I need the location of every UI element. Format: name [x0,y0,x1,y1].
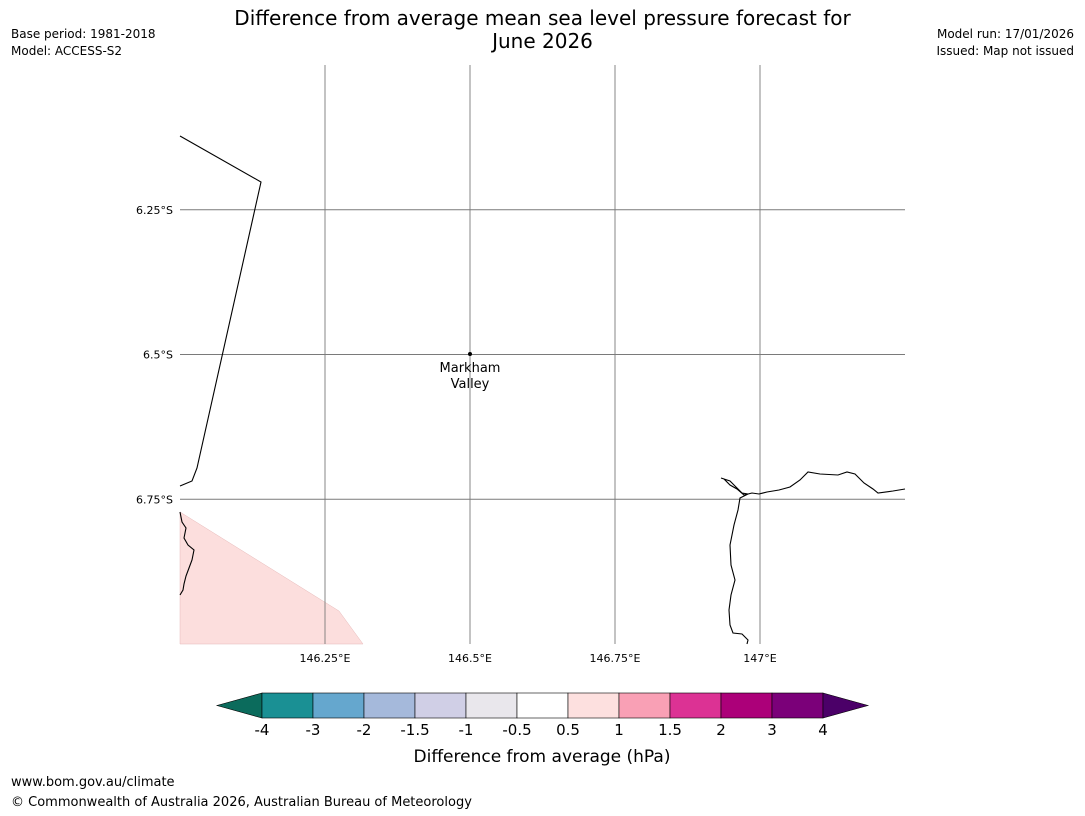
base-period: Base period: 1981-2018 [11,27,156,41]
colorbar-tick-label: -3 [306,721,321,739]
model-run: Model run: 17/01/2026 [936,27,1074,41]
colorbar-segment [618,692,671,719]
colorbar-segment [312,692,365,719]
colorbar-segment [465,692,518,719]
colorbar: -4 -3 -2 -1.5 -1 -0.5 0.5 1 1.5 2 3 4 Difference fr… [215,692,870,767]
colorbar-segment [567,692,620,719]
coastline-east [720,471,906,645]
coastline-southwest [179,511,195,596]
colorbar-tick-label: -0.5 [502,721,531,739]
graticule [180,65,905,644]
lon-tick-label: 146.75°E [590,652,641,665]
anomaly-region [179,511,364,645]
colorbar-under-arrow [215,692,263,719]
base-info: Base period: 1981-2018 Model: ACCESS-S2 [11,26,156,60]
lon-tick-label: 146.25°E [300,652,351,665]
model-name: Model: ACCESS-S2 [11,44,123,58]
run-info: Model run: 17/01/2026 Issued: Map not is… [936,26,1074,60]
colorbar-segments [261,692,824,719]
colorbar-tick-label: -2 [357,721,372,739]
title-line-2: June 2026 [492,29,593,53]
colorbar-segment [720,692,773,719]
colorbar-over-arrow [822,692,870,719]
colorbar-tick-label: 3 [767,721,777,739]
colorbar-tick-label: 0.5 [556,721,580,739]
colorbar-tick-label: 4 [818,721,828,739]
colorbar-tick-label: -1 [459,721,474,739]
colorbar-tick-label: -4 [255,721,270,739]
colorbar-segment [516,692,569,719]
colorbar-tick-label: 2 [716,721,726,739]
latitude-labels: 6.25°S 6.5°S 6.75°S [136,204,173,507]
map-area: Markham Valley 146.25°E 146.5°E 146.75°E 14… [136,65,906,665]
colorbar-tick-label: -1.5 [400,721,429,739]
lat-tick-label: 6.5°S [143,349,173,362]
lon-tick-label: 147°E [743,652,776,665]
colorbar-segment [669,692,722,719]
colorbar-tick-labels: -4 -3 -2 -1.5 -1 -0.5 0.5 1 1.5 2 3 4 [255,721,828,739]
place-marker-markham-valley [468,352,472,356]
issued-status: Issued: Map not issued [936,44,1074,58]
footer-copyright: © Commonwealth of Australia 2026, Austra… [11,795,472,810]
colorbar-tick-label: 1.5 [658,721,682,739]
longitude-labels: 146.25°E 146.5°E 146.75°E 147°E [300,652,777,665]
footer-url[interactable]: www.bom.gov.au/climate [11,775,175,790]
colorbar-segment [261,692,314,719]
colorbar-label: Difference from average (hPa) [414,747,671,767]
lon-tick-label: 146.5°E [448,652,492,665]
lat-tick-label: 6.25°S [136,204,173,217]
colorbar-segment [363,692,416,719]
place-label-line-1: Markham [440,361,501,376]
colorbar-tick-label: 1 [614,721,624,739]
title-line-1: Difference from average mean sea level p… [234,6,851,30]
coastline-northwest [179,135,262,487]
place-label-line-2: Valley [451,377,490,392]
map-title: Difference from average mean sea level p… [180,7,905,53]
colorbar-segment [771,692,824,719]
lat-tick-label: 6.75°S [136,493,173,506]
colorbar-segment [414,692,467,719]
